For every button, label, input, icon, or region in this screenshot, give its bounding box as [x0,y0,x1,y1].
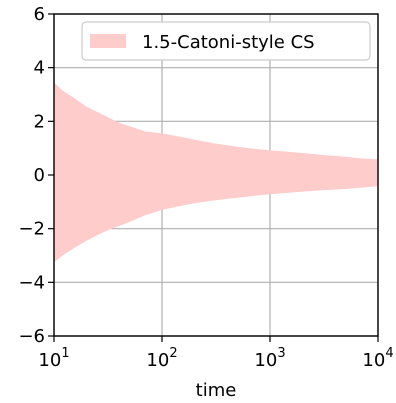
y-tick-label: 0 [34,165,45,186]
confidence-band [54,82,378,263]
y-tick-label: 2 [34,111,45,132]
y-tick-label: 4 [34,58,45,79]
x-axis-label: time [196,380,237,401]
legend-label: 1.5-Catoni-style CS [142,32,315,53]
x-tick-exponent: 3 [277,346,285,361]
x-tick-base: 10 [254,350,277,371]
x-tick-base: 10 [146,350,169,371]
x-tick-label: 104 [362,346,393,371]
legend-swatch [90,34,126,48]
y-tick-label: −6 [18,326,45,347]
x-tick-base: 10 [38,350,61,371]
y-axis: −6 −4 −2 0 2 4 6 [18,4,54,347]
legend: 1.5-Catoni-style CS [81,21,371,61]
y-tick-label: −4 [18,272,45,293]
x-tick-label: 103 [254,346,285,371]
y-tick-label: −2 [18,219,45,240]
legend-box [81,21,371,61]
x-tick-exponent: 1 [61,346,69,361]
x-tick-exponent: 4 [385,346,393,361]
x-tick-base: 10 [362,350,385,371]
x-tick-label: 101 [38,346,69,371]
x-tick-exponent: 2 [169,346,177,361]
x-tick-label: 102 [146,346,177,371]
band-area [54,82,378,263]
y-tick-label: 6 [34,4,45,25]
x-axis: 101 102 103 104 [38,336,394,371]
